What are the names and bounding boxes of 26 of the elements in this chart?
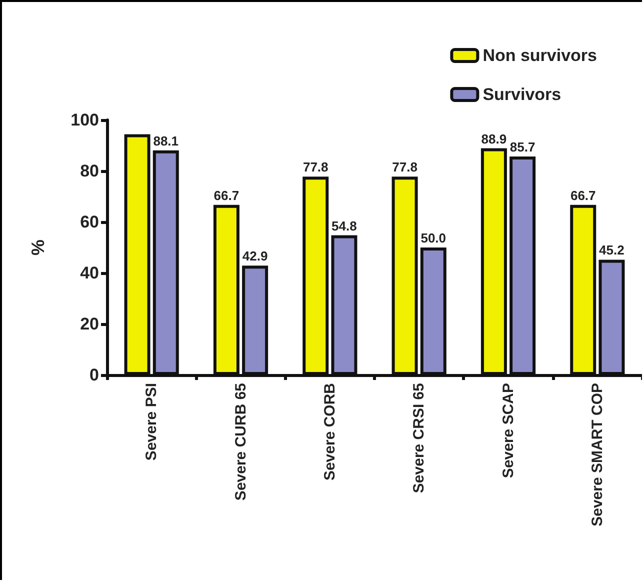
x-tick-label: Severe CORB bbox=[321, 382, 338, 481]
data-label: 54.8 bbox=[332, 218, 357, 234]
y-tick-label: 0 bbox=[90, 366, 99, 384]
data-label: 88.1 bbox=[153, 133, 179, 148]
legend-label: Survivors bbox=[482, 85, 562, 104]
x-tick-label: Severe SCAP bbox=[500, 383, 517, 478]
y-tick-label: 80 bbox=[80, 162, 99, 180]
x-tick-label: Severe CURB 65 bbox=[232, 383, 250, 501]
data-label: 66.7 bbox=[214, 188, 240, 203]
x-tick-label: Severe PSI bbox=[143, 383, 160, 461]
data-label: 50.0 bbox=[420, 230, 446, 246]
data-label: 45.2 bbox=[599, 242, 624, 258]
y-tick-label: 40 bbox=[80, 264, 99, 282]
data-label: 66.7 bbox=[570, 188, 596, 203]
y-tick-label: 60 bbox=[80, 212, 99, 232]
data-label: 77.8 bbox=[302, 160, 328, 175]
data-label: 85.7 bbox=[510, 139, 536, 154]
y-tick-label: 20 bbox=[80, 314, 99, 334]
data-label: 42.9 bbox=[242, 248, 268, 264]
legend-label: Non survivors bbox=[482, 46, 597, 65]
x-tick-label: Severe SMART COP bbox=[588, 383, 606, 526]
data-label: 88.9 bbox=[481, 131, 507, 146]
data-label: 77.8 bbox=[392, 160, 418, 175]
y-tick-label: 100 bbox=[70, 110, 99, 130]
x-tick-label: Severe CRSI 65 bbox=[410, 383, 428, 494]
y-axis-title: % bbox=[28, 239, 48, 256]
